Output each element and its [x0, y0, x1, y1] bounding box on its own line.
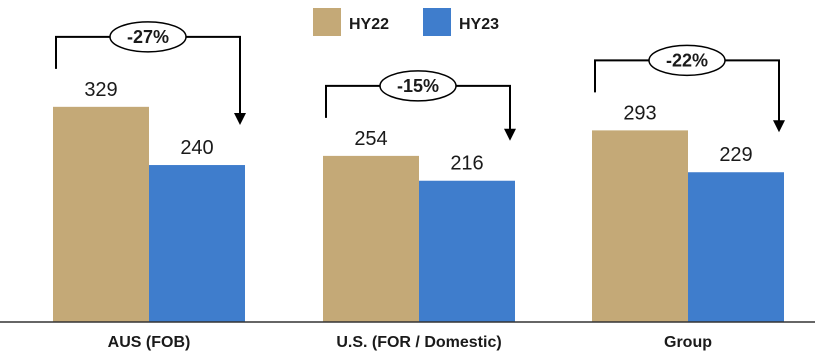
bar-hy22-0 [53, 106, 149, 322]
category-label-0: AUS (FOB) [108, 334, 191, 351]
data-label-hy22-1: 254 [354, 128, 387, 150]
data-label-hy23-2: 229 [719, 144, 752, 166]
change-label-0: -27% [127, 27, 169, 47]
legend-label-hy22: HY22 [349, 16, 389, 33]
legend-swatch-hy23 [423, 8, 451, 36]
data-label-hy22-2: 293 [623, 102, 656, 124]
data-label-hy22-0: 329 [84, 79, 117, 101]
down-arrow-icon [234, 113, 246, 126]
bar-hy22-1 [323, 155, 419, 322]
change-badge-1 [379, 70, 457, 102]
bar-hy23-2 [688, 172, 784, 322]
change-badge-0 [109, 21, 187, 53]
change-label-1: -15% [397, 76, 439, 96]
category-label-1: U.S. (FOR / Domestic) [336, 334, 501, 351]
data-label-hy23-1: 216 [450, 153, 483, 175]
category-label-2: Group [664, 334, 712, 351]
bar-hy23-1 [419, 180, 515, 322]
legend-swatch-hy22 [313, 8, 341, 36]
legend-label-hy23: HY23 [459, 16, 499, 33]
change-badge-2 [648, 44, 726, 77]
data-label-hy23-0: 240 [180, 137, 213, 159]
bar-hy22-2 [592, 130, 688, 322]
down-arrow-icon [504, 128, 516, 141]
bar-hy23-0 [149, 165, 245, 322]
change-label-2: -22% [666, 50, 708, 70]
down-arrow-icon [773, 120, 785, 133]
